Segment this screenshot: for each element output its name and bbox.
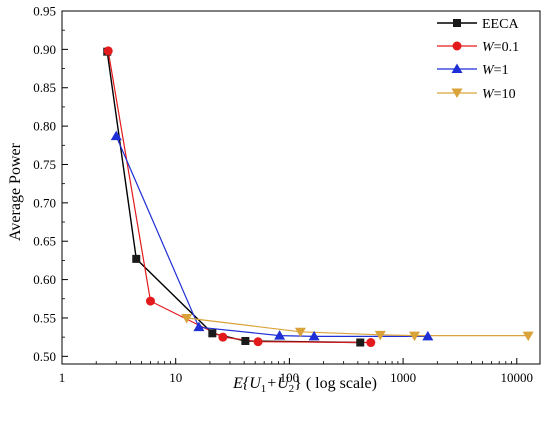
data-point-s1-2 bbox=[218, 332, 228, 342]
y-tick-label: 0.65 bbox=[33, 234, 56, 249]
data-point-s3-3 bbox=[409, 331, 421, 342]
y-tick-label: 0.85 bbox=[33, 80, 56, 95]
axes bbox=[61, 10, 541, 365]
legend: EECA W=0.1 W=1 W=10 bbox=[437, 17, 519, 102]
x-tick-label: 10000 bbox=[501, 370, 534, 385]
data-point-s1-3 bbox=[253, 337, 263, 347]
data-point-s1-4 bbox=[366, 338, 376, 348]
data-point-s2-4 bbox=[422, 330, 434, 341]
data-point-s0-2 bbox=[208, 329, 217, 338]
y-axis-title: Average Power bbox=[7, 142, 24, 241]
series-line-3 bbox=[186, 317, 529, 337]
x-tick-label: 100 bbox=[280, 370, 300, 385]
plot-frame bbox=[61, 10, 541, 365]
data-point-s3-1 bbox=[294, 327, 306, 338]
x-axis-title: E{U1+U2} ( log scale) bbox=[232, 375, 377, 395]
legend-item-w10: W=10 bbox=[437, 87, 516, 102]
legend-item-w01: W=0.1 bbox=[437, 40, 519, 55]
data-point-s0-4 bbox=[356, 338, 365, 347]
ticks-layer: 1 10 100 1000 10000 0.50 0.55 0.60 0.65 0.70 0.75 0… bbox=[33, 4, 533, 386]
y-tick-label: 0.80 bbox=[33, 119, 56, 134]
x-tick-label: 10 bbox=[169, 370, 182, 385]
y-tick-label: 0.50 bbox=[33, 349, 56, 364]
legend-label-eeca: EECA bbox=[482, 17, 519, 32]
data-point-s3-0 bbox=[181, 313, 193, 324]
data-point-s1-0 bbox=[103, 46, 113, 56]
data-point-s0-1 bbox=[132, 254, 141, 263]
legend-marker-w1 bbox=[451, 63, 463, 73]
series-line-2 bbox=[115, 135, 428, 337]
data-point-s2-2 bbox=[274, 330, 286, 340]
data-point-s2-0 bbox=[110, 130, 122, 141]
legend-marker-w10 bbox=[451, 88, 463, 98]
legend-marker-eeca bbox=[453, 19, 461, 27]
x-tick-label: 1 bbox=[59, 370, 66, 385]
data-point-s0-3 bbox=[241, 336, 250, 345]
y-tick-label: 0.70 bbox=[33, 195, 56, 210]
data-point-s3-2 bbox=[374, 330, 386, 341]
legend-label-w01: W=0.1 bbox=[482, 40, 519, 55]
y-tick-label: 0.95 bbox=[33, 4, 56, 19]
data-point-s2-3 bbox=[308, 330, 320, 341]
y-tick-label: 0.90 bbox=[33, 42, 56, 57]
legend-item-w1: W=1 bbox=[437, 63, 509, 78]
legend-marker-w01 bbox=[452, 41, 462, 51]
data-point-s1-1 bbox=[145, 296, 155, 306]
y-tick-label: 0.60 bbox=[33, 272, 56, 287]
series-layer bbox=[103, 46, 534, 348]
data-point-s3-4 bbox=[522, 331, 534, 342]
data-point-s2-1 bbox=[193, 321, 205, 332]
legend-item-eeca: EECA bbox=[437, 17, 519, 32]
legend-label-w10: W=10 bbox=[482, 87, 516, 102]
y-tick-label: 0.55 bbox=[33, 310, 56, 325]
x-tick-label: 1000 bbox=[390, 370, 416, 385]
y-tick-label: 0.75 bbox=[33, 157, 56, 172]
legend-label-w1: W=1 bbox=[482, 63, 509, 78]
series-line-0 bbox=[106, 51, 361, 344]
